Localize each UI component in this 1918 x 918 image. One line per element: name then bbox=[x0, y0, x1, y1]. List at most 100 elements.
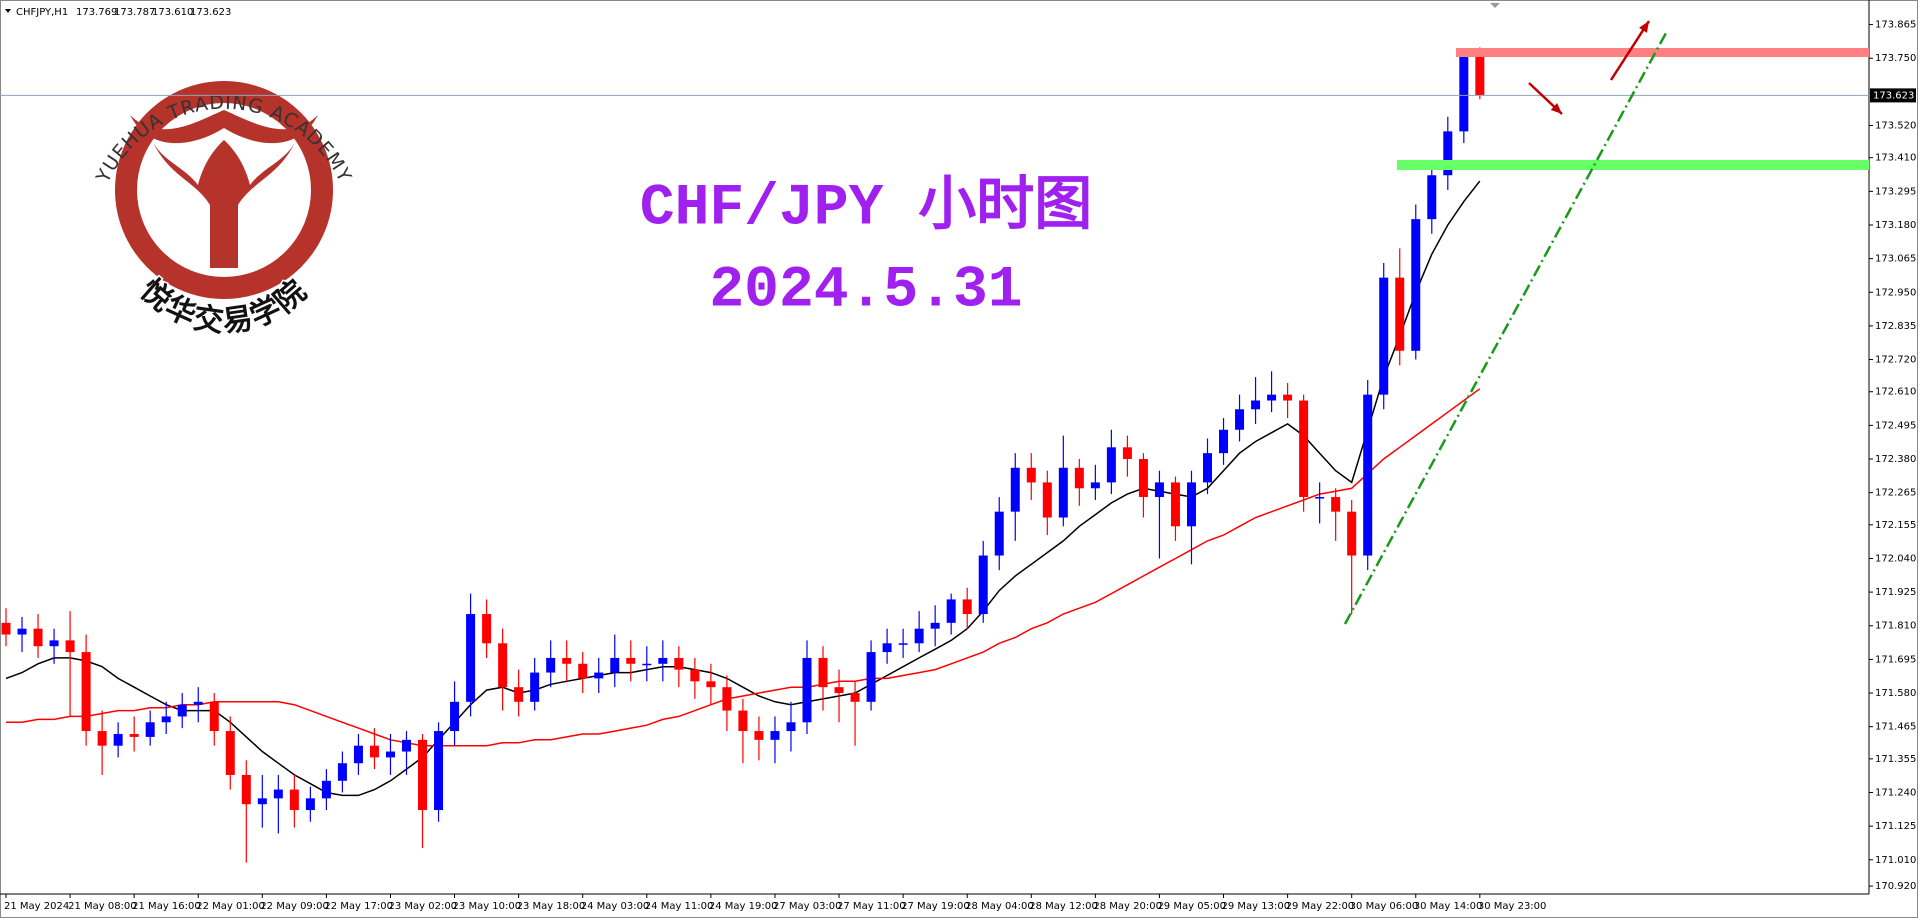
candle-body bbox=[209, 701, 219, 732]
candle-body bbox=[754, 731, 764, 740]
candle-body bbox=[145, 722, 155, 737]
candle-body bbox=[898, 643, 908, 645]
candle-body bbox=[402, 739, 411, 752]
arrow-head bbox=[1550, 103, 1562, 114]
x-tick-label: 29 May 13:00 bbox=[1222, 901, 1291, 912]
candle-body bbox=[850, 693, 860, 702]
candle-body bbox=[161, 716, 171, 723]
candle-body bbox=[466, 614, 476, 702]
x-tick-label: 29 May 05:00 bbox=[1157, 901, 1226, 912]
y-tick-label: 171.580 bbox=[1875, 688, 1916, 699]
y-tick-label: 173.295 bbox=[1875, 186, 1916, 197]
candle-body bbox=[1106, 447, 1116, 483]
candle-body bbox=[1395, 277, 1405, 351]
candle-body bbox=[450, 701, 460, 732]
candle-body bbox=[305, 798, 315, 811]
x-tick-label: 29 May 22:00 bbox=[1286, 901, 1355, 912]
y-tick-label: 172.265 bbox=[1875, 488, 1916, 499]
y-tick-label: 173.410 bbox=[1875, 153, 1916, 164]
trend-line bbox=[1343, 32, 1668, 625]
moving-average bbox=[6, 388, 1481, 747]
candle-body bbox=[1363, 394, 1373, 556]
logo: YUEHUA TRADING ACADEMY 悦华交易学院 bbox=[92, 81, 355, 341]
x-tick-label: 28 May 04:00 bbox=[965, 901, 1034, 912]
shift-marker bbox=[1490, 3, 1500, 8]
y-tick-label: 171.695 bbox=[1875, 654, 1916, 665]
candle-body bbox=[994, 511, 1004, 556]
candle-body bbox=[1154, 482, 1164, 498]
candle-body bbox=[514, 687, 524, 702]
candle-body bbox=[257, 798, 267, 805]
candle-body bbox=[706, 681, 716, 688]
header-value: 173.769 bbox=[76, 7, 117, 18]
chart-title: CHF/JPY 小时图 bbox=[640, 173, 1092, 241]
candle-body bbox=[1042, 482, 1052, 518]
symbol: CHFJPY,H1 bbox=[16, 7, 68, 18]
x-tick-label: 22 May 17:00 bbox=[324, 901, 393, 912]
x-tick-label: 22 May 09:00 bbox=[260, 901, 329, 912]
candle-body bbox=[1443, 131, 1453, 176]
candle-body bbox=[81, 652, 91, 732]
price-label: 173.623 bbox=[1873, 90, 1914, 101]
candle-body bbox=[498, 643, 508, 688]
candle-body bbox=[962, 599, 972, 615]
candle-body bbox=[738, 710, 748, 732]
arrow-head bbox=[1639, 21, 1649, 33]
candle-body bbox=[1203, 453, 1212, 483]
candle-body bbox=[177, 704, 187, 717]
candle-body bbox=[1299, 400, 1309, 498]
x-tick-label: 24 May 19:00 bbox=[709, 901, 778, 912]
candle-body bbox=[353, 745, 363, 764]
y-tick-label: 172.610 bbox=[1875, 387, 1916, 398]
y-tick-label: 171.125 bbox=[1875, 821, 1916, 832]
candle-body bbox=[562, 657, 572, 664]
candle-body bbox=[818, 657, 828, 688]
candle-body bbox=[594, 672, 604, 679]
candle-body bbox=[225, 731, 235, 775]
header-value: 173.623 bbox=[190, 7, 231, 18]
y-tick-label: 173.520 bbox=[1875, 121, 1916, 132]
candle-body bbox=[1379, 277, 1389, 395]
candle-body bbox=[97, 731, 107, 746]
arrow bbox=[1609, 20, 1651, 81]
header-arrow bbox=[5, 9, 11, 13]
candle-body bbox=[1010, 467, 1020, 512]
x-tick-label: 30 May 14:00 bbox=[1414, 901, 1483, 912]
header-value: 173.610 bbox=[152, 7, 193, 18]
x-tick-label: 23 May 10:00 bbox=[453, 901, 522, 912]
y-tick-label: 171.465 bbox=[1875, 722, 1916, 733]
candle-body bbox=[1122, 447, 1132, 460]
candle-body bbox=[418, 739, 428, 811]
candle-body bbox=[385, 751, 395, 758]
moving-average bbox=[5, 180, 1481, 797]
y-tick-label: 171.925 bbox=[1875, 587, 1916, 598]
candle-body bbox=[930, 622, 940, 629]
candle-body bbox=[1331, 497, 1341, 512]
candle-body bbox=[337, 763, 347, 781]
support-zone bbox=[1397, 160, 1869, 170]
candle-body bbox=[866, 652, 876, 702]
candle-body bbox=[1058, 467, 1068, 518]
candle-body bbox=[17, 628, 27, 635]
candle-body bbox=[1138, 459, 1148, 498]
candle-body bbox=[65, 640, 75, 653]
logo-mark bbox=[130, 110, 318, 144]
candle-body bbox=[1219, 429, 1229, 454]
x-tick-label: 21 May 08:00 bbox=[68, 901, 137, 912]
candle-body bbox=[690, 669, 700, 682]
x-tick-label: 24 May 03:00 bbox=[581, 901, 650, 912]
resistance-zone bbox=[1456, 48, 1869, 57]
logo-ring bbox=[115, 81, 333, 299]
candle-body bbox=[674, 657, 684, 670]
y-tick-label: 170.920 bbox=[1875, 881, 1916, 892]
candle-body bbox=[1170, 482, 1180, 527]
candle-body bbox=[834, 687, 844, 694]
candle-body bbox=[578, 663, 588, 679]
candle-body bbox=[626, 657, 636, 664]
candle-body bbox=[1235, 409, 1245, 430]
candle-body bbox=[770, 731, 780, 740]
y-tick-label: 172.495 bbox=[1875, 420, 1916, 431]
x-tick-label: 28 May 12:00 bbox=[1029, 901, 1098, 912]
candle-body bbox=[546, 657, 556, 673]
